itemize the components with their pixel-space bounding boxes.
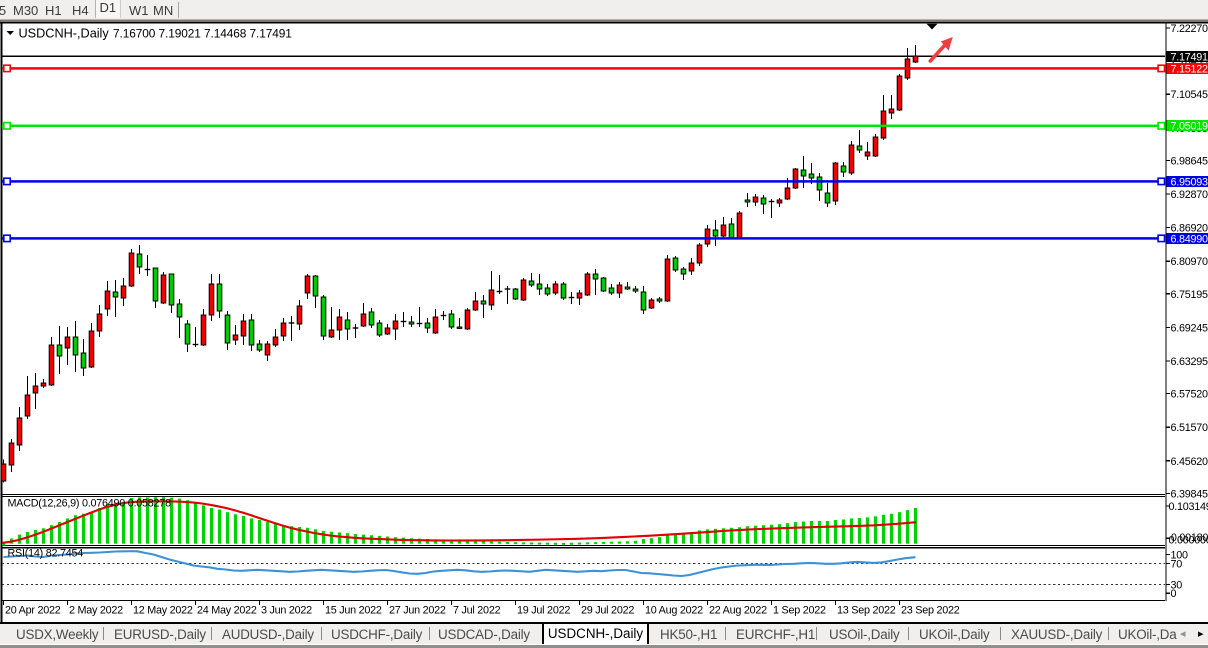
svg-text:10 Aug 2022: 10 Aug 2022	[645, 604, 703, 616]
svg-text:15 Jun 2022: 15 Jun 2022	[325, 604, 382, 616]
svg-text:7.05019: 7.05019	[1171, 120, 1208, 132]
svg-text:7.19021: 7.19021	[159, 27, 202, 41]
svg-text:USDCNH-,Daily: USDCNH-,Daily	[19, 27, 110, 41]
svg-text:6.75195: 6.75195	[1171, 289, 1208, 301]
svg-text:2 May 2022: 2 May 2022	[69, 604, 123, 616]
svg-text:6.98645: 6.98645	[1171, 155, 1208, 167]
svg-text:70: 70	[1171, 559, 1183, 571]
svg-text:6.84990: 6.84990	[1171, 234, 1208, 246]
svg-text:30: 30	[1171, 580, 1183, 592]
svg-text:6.39845: 6.39845	[1171, 488, 1208, 500]
svg-text:24 May 2022: 24 May 2022	[197, 604, 257, 616]
svg-text:7.14468: 7.14468	[204, 27, 247, 41]
svg-text:7.10545: 7.10545	[1171, 89, 1208, 101]
svg-text:6.80970: 6.80970	[1171, 256, 1208, 268]
svg-text:7.16700: 7.16700	[113, 27, 156, 41]
svg-text:23 Sep 2022: 23 Sep 2022	[901, 604, 960, 616]
svg-text:6.95093: 6.95093	[1171, 177, 1208, 189]
svg-text:12 May 2022: 12 May 2022	[133, 604, 193, 616]
svg-text:0.103149: 0.103149	[1169, 501, 1208, 513]
svg-text:7.22270: 7.22270	[1171, 23, 1208, 35]
svg-text:6.51570: 6.51570	[1171, 422, 1208, 434]
svg-text:6.92870: 6.92870	[1171, 189, 1208, 201]
svg-text:100: 100	[1171, 550, 1189, 562]
svg-text:MACD(12,26,9) 0.076490 0.05827: MACD(12,26,9) 0.076490 0.058278	[8, 498, 172, 510]
svg-text:0.000000: 0.000000	[1169, 535, 1208, 547]
svg-text:29 Jul 2022: 29 Jul 2022	[581, 604, 634, 616]
svg-text:19 Jul 2022: 19 Jul 2022	[517, 604, 570, 616]
svg-text:7.17491: 7.17491	[1171, 51, 1208, 63]
svg-text:-0.001805: -0.001805	[1168, 532, 1208, 544]
svg-text:6.45620: 6.45620	[1171, 456, 1208, 468]
svg-text:6.63295: 6.63295	[1171, 356, 1208, 368]
svg-text:1 Sep 2022: 1 Sep 2022	[773, 604, 826, 616]
svg-text:7.17491: 7.17491	[250, 27, 293, 41]
svg-text:13 Sep 2022: 13 Sep 2022	[837, 604, 896, 616]
svg-text:7.15122: 7.15122	[1171, 64, 1208, 76]
svg-text:7 Jul 2022: 7 Jul 2022	[453, 604, 501, 616]
svg-text:20 Apr 2022: 20 Apr 2022	[5, 604, 61, 616]
svg-text:22 Aug 2022: 22 Aug 2022	[709, 604, 767, 616]
svg-text:6.69245: 6.69245	[1171, 322, 1208, 334]
svg-text:6.86920: 6.86920	[1171, 223, 1208, 235]
svg-text:0: 0	[1171, 588, 1177, 600]
svg-text:RSI(14) 82.7454: RSI(14) 82.7454	[8, 548, 84, 560]
svg-text:27 Jun 2022: 27 Jun 2022	[389, 604, 446, 616]
svg-text:6.57520: 6.57520	[1171, 389, 1208, 401]
svg-text:3 Jun 2022: 3 Jun 2022	[261, 604, 312, 616]
